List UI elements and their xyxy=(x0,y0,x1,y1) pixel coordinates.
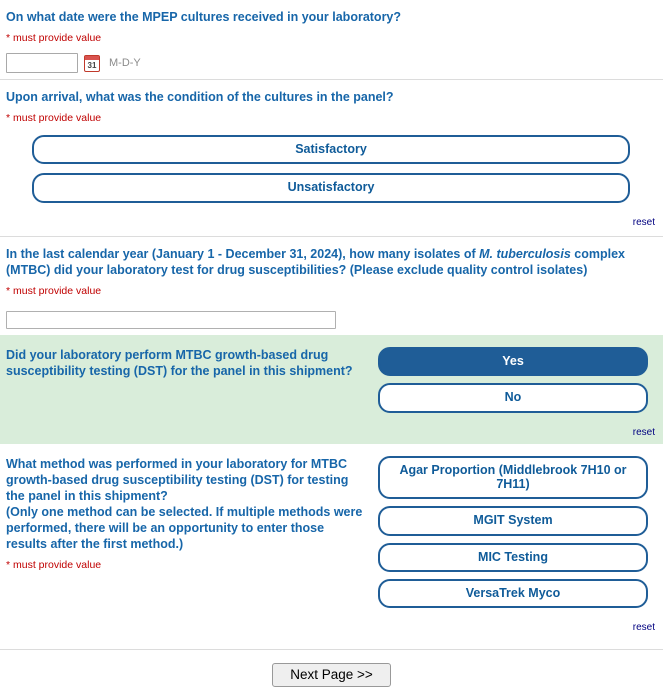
question-label-block: What method was performed in your labora… xyxy=(6,456,372,571)
required-note: * must provide value xyxy=(6,112,102,124)
date-format-hint: M-D-Y xyxy=(109,57,141,69)
footer-nav: Next Page >> xyxy=(0,649,663,687)
question-dst-performed: Did your laboratory perform MTBC growth-… xyxy=(0,334,663,444)
question-label: What method was performed in your labora… xyxy=(6,456,349,503)
reset-row: reset xyxy=(6,617,656,635)
choice-mgit-system[interactable]: MGIT System xyxy=(378,506,648,536)
question-culture-condition: Upon arrival, what was the condition of … xyxy=(0,79,663,236)
reset-row: reset xyxy=(6,212,656,230)
reset-link[interactable]: reset xyxy=(632,216,655,228)
choice-no[interactable]: No xyxy=(378,383,648,413)
calendar-icon[interactable]: 31 xyxy=(84,54,100,72)
choice-group: Agar Proportion (Middlebrook 7H10 or 7H1… xyxy=(378,455,648,616)
calendar-icon-header xyxy=(85,55,99,60)
question-row: What method was performed in your labora… xyxy=(6,455,656,616)
required-note: * must provide value xyxy=(6,558,102,571)
question-date-received: On what date were the MPEP cultures rece… xyxy=(0,0,663,79)
question-dst-method: What method was performed in your labora… xyxy=(0,444,663,642)
question-label-note: (Only one method can be selected. If mul… xyxy=(6,504,363,551)
reset-link[interactable]: reset xyxy=(632,622,655,634)
choice-satisfactory[interactable]: Satisfactory xyxy=(32,135,630,165)
choice-yes[interactable]: Yes xyxy=(378,346,648,377)
question-label-part1: In the last calendar year (January 1 - D… xyxy=(6,246,480,261)
choice-versatrek-myco[interactable]: VersaTrek Myco xyxy=(378,579,648,609)
question-isolate-count: In the last calendar year (January 1 - D… xyxy=(0,235,663,335)
calendar-icon-day: 31 xyxy=(87,60,97,70)
date-input-row: 31 M-D-Y xyxy=(6,53,656,73)
question-label-italic-species: M. tuberculosis xyxy=(479,246,571,261)
choice-mic-testing[interactable]: MIC Testing xyxy=(378,542,648,572)
question-label-part2: complex (MTBC) did your laboratory test … xyxy=(6,246,625,277)
choice-group: Yes No xyxy=(378,346,648,420)
isolate-count-input[interactable] xyxy=(6,310,336,329)
question-label: Upon arrival, what was the condition of … xyxy=(6,90,394,104)
required-note: * must provide value xyxy=(6,284,102,297)
next-page-button[interactable]: Next Page >> xyxy=(272,663,391,687)
question-label: In the last calendar year (January 1 - D… xyxy=(6,246,656,278)
reset-row: reset xyxy=(6,422,656,440)
reset-link[interactable]: reset xyxy=(632,426,655,438)
choice-group: Satisfactory Unsatisfactory xyxy=(32,135,630,203)
choice-agar-proportion[interactable]: Agar Proportion (Middlebrook 7H10 or 7H1… xyxy=(378,455,648,500)
choice-unsatisfactory[interactable]: Unsatisfactory xyxy=(32,173,630,203)
question-row: Did your laboratory perform MTBC growth-… xyxy=(6,346,656,420)
required-note: * must provide value xyxy=(6,32,102,44)
date-received-input[interactable] xyxy=(6,53,78,73)
question-label: On what date were the MPEP cultures rece… xyxy=(6,10,402,24)
question-label: Did your laboratory perform MTBC growth-… xyxy=(6,347,353,378)
